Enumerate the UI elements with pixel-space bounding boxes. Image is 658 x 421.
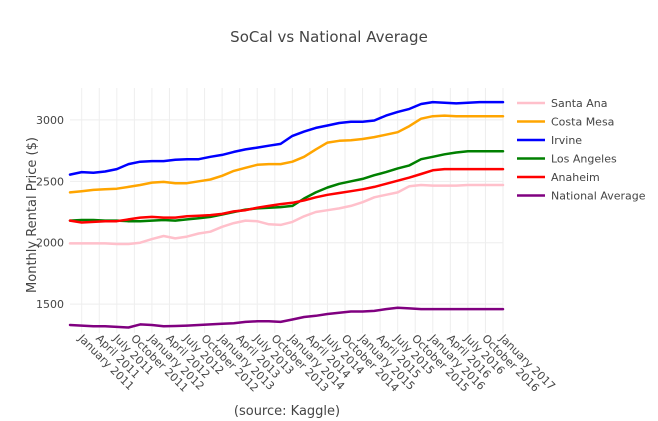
legend-item-irvine[interactable]: Irvine [517,134,582,147]
series-line-anaheim [68,167,505,224]
series-line-national-average [68,306,505,329]
legend-item-santa-ana[interactable]: Santa Ana [517,97,607,110]
chart-title: SoCal vs National Average [230,28,428,46]
legend-item-los-angeles[interactable]: Los Angeles [517,153,617,166]
legend-item-anaheim[interactable]: Anaheim [517,171,600,184]
series-line-costa-mesa [68,114,505,194]
y-axis-title: Monthly Rental Price ($) [25,137,40,293]
legend-item-national-average[interactable]: National Average [517,190,646,203]
y-tick-label: 2000 [36,237,64,250]
legend-label: National Average [551,190,646,203]
series-line-los-angeles [68,149,505,223]
y-tick-label: 3000 [36,114,64,127]
legend-item-costa-mesa[interactable]: Costa Mesa [517,116,614,129]
legend-label: Irvine [551,134,582,147]
series-line-irvine [68,100,505,176]
legend-label: Los Angeles [551,153,617,166]
series-line-santa-ana [68,183,505,246]
grid [70,88,504,333]
legend-label: Santa Ana [551,97,607,110]
legend[interactable]: Santa Ana Costa Mesa Irvine Los Angeles Anah… [517,97,646,203]
x-axis-title: (source: Kaggle) [234,404,340,419]
y-tick-label: 2500 [36,175,64,188]
legend-label: Anaheim [551,171,600,184]
series-lines [68,100,505,329]
legend-label: Costa Mesa [551,116,614,129]
y-tick-label: 1500 [36,298,64,311]
y-axis-ticks: 1500 2000 2500 3000 [36,114,64,311]
